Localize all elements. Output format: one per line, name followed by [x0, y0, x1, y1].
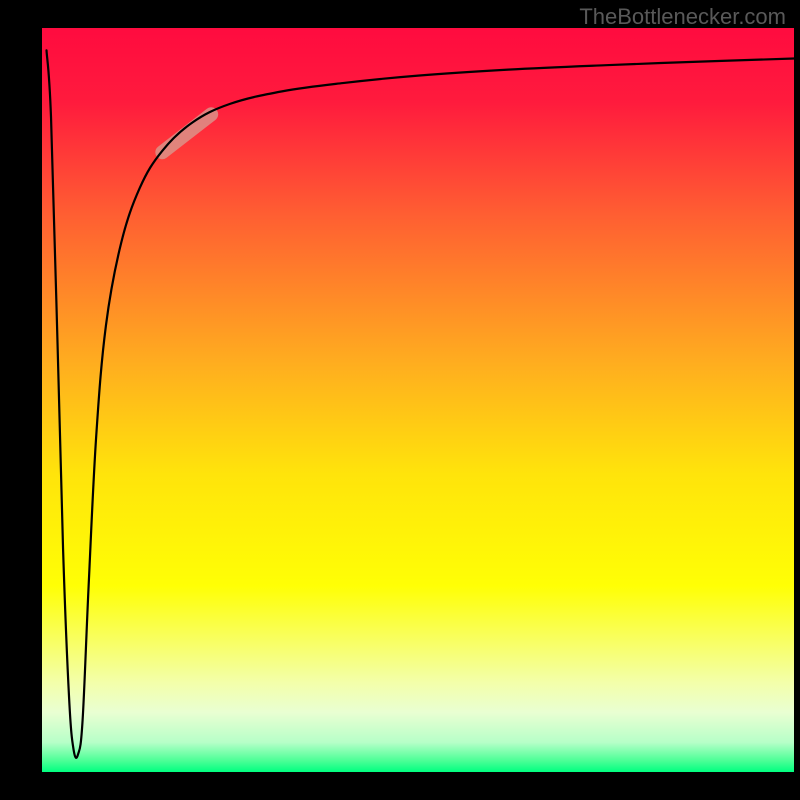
- highlight-segment: [162, 114, 211, 152]
- curve-layer: [42, 28, 794, 772]
- plot-area: [42, 28, 794, 772]
- attribution-text: TheBottlenecker.com: [579, 4, 786, 30]
- bottleneck-curve: [47, 50, 794, 758]
- chart-container: TheBottlenecker.com: [0, 0, 800, 800]
